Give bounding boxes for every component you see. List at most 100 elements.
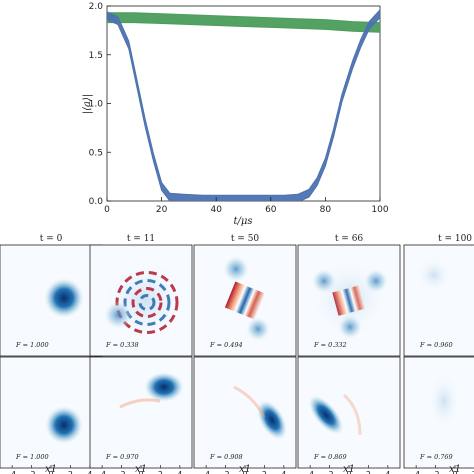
panel-image xyxy=(0,357,102,468)
interference-ring xyxy=(138,294,156,311)
fidelity-label: F = 0.494 xyxy=(209,341,243,349)
heatmap-panel-r1-c3: F = 0.494 t = 50 xyxy=(193,234,297,357)
panel-x-tick-label: 2 xyxy=(472,470,474,474)
heatmap-panel-r1-c5: F = 0.960 t = 100 xyxy=(403,234,474,357)
fidelity-label: F = 1.000 xyxy=(15,341,49,349)
top-plot-frame xyxy=(106,5,381,202)
gaussian-blob xyxy=(312,269,336,293)
panel-x-tick-label: 2 xyxy=(366,470,371,474)
panel-x-tick-label: -2 xyxy=(432,470,440,474)
fidelity-label: F = 1.000 xyxy=(15,453,49,461)
panel-x-tick-label: 4 xyxy=(87,470,92,474)
fringe-arc xyxy=(233,385,266,418)
top-chart: 0 20 40 60 80 100 0.0 0.5 1.0 1.5 2.0 t/μs |⟨a⟩| xyxy=(82,2,389,227)
fidelity-label: F = 0.908 xyxy=(209,453,243,461)
panel-x-tick-label: -4 xyxy=(306,470,314,474)
panel-x-tick-label: -4 xyxy=(8,470,16,474)
panel-x-tick-label: -4 xyxy=(98,470,106,474)
top-y-ticks: 0.0 0.5 1.0 1.5 2.0 xyxy=(89,2,111,207)
top-y-tick-label: 0.5 xyxy=(89,148,103,158)
gaussian-blob xyxy=(44,278,84,318)
top-y-tick-label: 1.5 xyxy=(89,51,103,61)
panel-title: t = 11 xyxy=(127,234,155,244)
panel-title: t = 0 xyxy=(40,234,63,244)
panel-x-tick-label: 2 xyxy=(68,470,73,474)
panel-x-axis-label: x1 xyxy=(135,464,147,474)
panel-image xyxy=(194,357,296,468)
panel-image xyxy=(298,245,400,356)
panel-x-tick-label: -2 xyxy=(222,470,230,474)
panel-x-tick-label: 0 xyxy=(346,470,351,474)
heatmap-panel-r2-c4: F = 0.869 -4 -2 0 2 4 x1 xyxy=(297,356,401,474)
panel-x-tick-label: 0 xyxy=(242,470,247,474)
series-band-1 xyxy=(107,12,380,33)
top-x-tick-label: 80 xyxy=(320,205,332,215)
interference-fringes xyxy=(332,285,366,316)
gaussian-blob xyxy=(144,372,184,402)
gaussian-blob xyxy=(223,256,249,282)
fidelity-label: F = 0.960 xyxy=(419,341,453,349)
gaussian-blob xyxy=(246,317,270,341)
panel-frame xyxy=(193,244,297,357)
fidelity-label: F = 0.769 xyxy=(419,453,453,461)
interference-fringes xyxy=(224,281,266,320)
halo xyxy=(428,373,460,429)
panel-frame xyxy=(297,244,401,357)
heatmap-panel-r1-c2: F = 0.338 t = 11 xyxy=(89,234,193,357)
fringe-arc xyxy=(119,398,161,409)
panel-x-axis-label: x1 xyxy=(449,464,461,474)
top-x-ticks: 0 20 40 60 80 100 xyxy=(104,197,389,215)
panel-title: t = 50 xyxy=(231,234,260,244)
panel-image xyxy=(90,245,192,356)
fidelity-label: F = 0.970 xyxy=(105,453,139,461)
panel-background xyxy=(90,357,192,468)
panel-frame xyxy=(89,244,193,357)
panel-image xyxy=(194,245,296,356)
panel-title: t = 66 xyxy=(335,234,364,244)
panel-x-tick-label: 4 xyxy=(177,470,182,474)
panel-x-axis-label: x1 xyxy=(45,464,57,474)
top-y-tick-label: 2.0 xyxy=(89,2,104,12)
panel-x-tick-label: 2 xyxy=(262,470,267,474)
fidelity-label: F = 0.869 xyxy=(313,453,347,461)
panel-frame xyxy=(403,244,474,357)
panel-x-tick-label: -2 xyxy=(118,470,126,474)
panel-x-tick-label: 0 xyxy=(452,470,457,474)
panel-x-tick-label: -4 xyxy=(202,470,210,474)
heatmap-panel-r2-c1: F = 1.000 -4 -2 0 2 4 x1 xyxy=(0,356,103,474)
heatmap-grid: F = 1.000 t = 0 F = 0.338 t = 11 F = 0.494 t … xyxy=(0,234,474,474)
top-x-axis-label: t/μs xyxy=(233,216,252,227)
top-x-tick-label: 100 xyxy=(371,205,388,215)
gaussian-blob xyxy=(104,301,132,329)
top-x-tick-label: 0 xyxy=(104,205,110,215)
panel-x-axis-label: x1 xyxy=(239,464,251,474)
gaussian-blob xyxy=(308,395,344,435)
heatmap-panel-r2-c3: F = 0.908 -4 -2 0 2 4 x1 xyxy=(193,356,297,474)
heatmap-panel-r2-c5: F = 0.769-4-2024x1 xyxy=(403,356,474,474)
panel-x-tick-label: 0 xyxy=(138,470,143,474)
top-x-tick-label: 20 xyxy=(156,205,168,215)
panel-x-tick-label: 2 xyxy=(158,470,163,474)
fringe-arc xyxy=(342,393,362,436)
panel-image xyxy=(0,245,102,356)
gaussian-blob xyxy=(256,400,288,440)
gaussian-blob xyxy=(45,406,83,444)
heatmap-panel-r2-c2: F = 0.970 -4 -2 0 2 4 x1 xyxy=(89,356,193,474)
top-x-tick-label: 40 xyxy=(210,205,222,215)
interference-ring xyxy=(131,287,163,318)
panel-x-tick-label: -4 xyxy=(412,470,420,474)
gaussian-blob xyxy=(364,269,388,293)
panel-x-tick-label: -2 xyxy=(326,470,334,474)
panel-x-tick-label: 4 xyxy=(385,470,390,474)
heatmap-panel-r1-c4: F = 0.332 t = 66 xyxy=(297,234,401,357)
top-y-axis-label: |⟨a⟩| xyxy=(82,94,93,115)
panel-image xyxy=(404,357,474,468)
panel-x-tick-label: 0 xyxy=(48,470,53,474)
panel-x-tick-label: 4 xyxy=(281,470,286,474)
fidelity-label: F = 0.332 xyxy=(313,341,347,349)
top-y-tick-label: 0.0 xyxy=(89,197,104,207)
panel-image xyxy=(298,357,400,468)
panel-image xyxy=(90,357,192,468)
panel-title: t = 100 xyxy=(438,234,472,244)
